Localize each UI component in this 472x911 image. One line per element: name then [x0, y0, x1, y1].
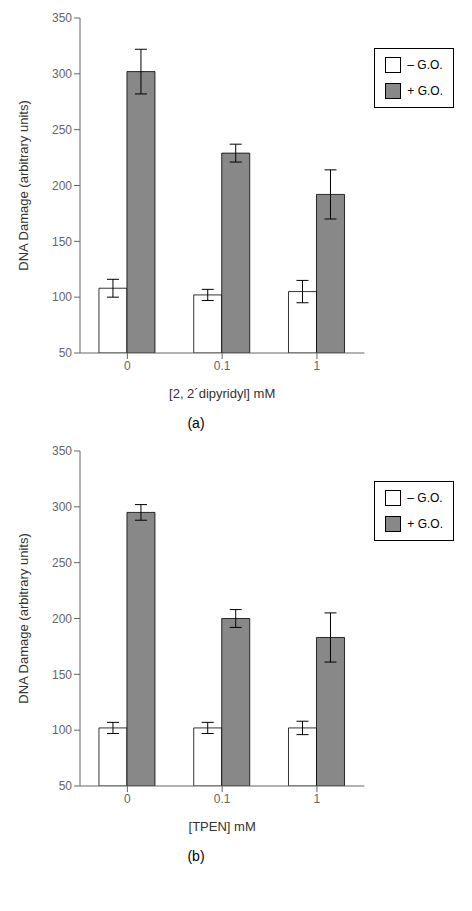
svg-text:[TPEN] mM: [TPEN] mM	[189, 819, 256, 834]
html-text:+ G.O.: + G.O.	[407, 84, 443, 98]
svg-text:1: 1	[314, 792, 321, 806]
svg-text:350: 350	[52, 444, 72, 458]
svg-text:[2, 2´dipyridyl] mM: [2, 2´dipyridyl] mM	[169, 386, 275, 401]
html-text:+ G.O.: + G.O.	[407, 517, 443, 531]
svg-text:0.1: 0.1	[214, 359, 231, 373]
svg-text:1: 1	[314, 359, 321, 373]
svg-text:250: 250	[52, 123, 72, 137]
html-text:(b): (b)	[187, 848, 205, 864]
html-text:(a): (a)	[187, 415, 205, 431]
svg-text:100: 100	[52, 290, 72, 304]
svg-text:200: 200	[52, 612, 72, 626]
svg-text:0: 0	[124, 792, 131, 806]
svg-text:300: 300	[52, 67, 72, 81]
html-text:– G.O.: – G.O.	[407, 58, 443, 72]
svg-text:100: 100	[52, 723, 72, 737]
svg-text:50: 50	[59, 779, 73, 793]
svg-text:0.1: 0.1	[214, 792, 231, 806]
svg-text:50: 50	[59, 346, 73, 360]
svg-text:300: 300	[52, 500, 72, 514]
svg-text:350: 350	[52, 11, 72, 25]
svg-text:DNA Damage (arbitrary units): DNA Damage (arbitrary units)	[16, 100, 31, 271]
html-text:– G.O.: – G.O.	[407, 491, 443, 505]
svg-text:250: 250	[52, 556, 72, 570]
svg-text:0: 0	[124, 359, 131, 373]
svg-text:150: 150	[52, 668, 72, 682]
svg-text:200: 200	[52, 179, 72, 193]
svg-text:DNA Damage (arbitrary units): DNA Damage (arbitrary units)	[16, 533, 31, 704]
svg-text:150: 150	[52, 235, 72, 249]
